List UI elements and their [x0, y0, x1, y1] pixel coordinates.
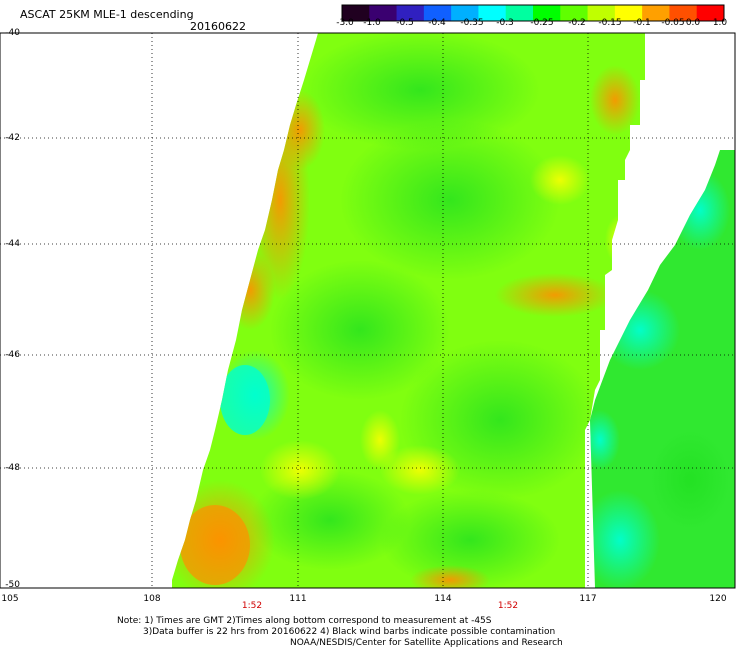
- map-title: ASCAT 25KM MLE-1 descending: [20, 8, 194, 21]
- lat-label: -46: [5, 350, 20, 360]
- lon-label: 120: [709, 594, 727, 604]
- lon-label: 108: [143, 594, 161, 604]
- colorbar-swatch: [533, 5, 561, 21]
- colorbar-label: -0.5: [396, 18, 414, 28]
- colorbar-label: -0.4: [428, 18, 446, 28]
- plot-frame: [0, 32, 736, 589]
- colorbar-swatch: [505, 5, 534, 21]
- colorbar-swatch: [587, 5, 616, 21]
- colorbar-label: -3.0: [336, 18, 354, 28]
- colorbar-label: -0.15: [598, 18, 622, 28]
- lon-label: 105: [1, 594, 19, 604]
- colorbar-swatch: [451, 5, 479, 21]
- pass-time-label: 1:52: [497, 601, 519, 611]
- lat-label: -44: [5, 239, 20, 249]
- lat-label: -42: [5, 133, 20, 143]
- colorbar: [341, 4, 725, 22]
- colorbar-swatch: [696, 5, 725, 21]
- colorbar-swatch: [342, 5, 370, 21]
- colorbar-swatch: [642, 5, 670, 21]
- colorbar-label: 1.0: [712, 18, 728, 28]
- lon-label: 117: [579, 594, 597, 604]
- colorbar-swatch: [369, 5, 398, 21]
- map-date: 20160622: [190, 20, 246, 33]
- colorbar-swatch: [478, 5, 507, 21]
- colorbar-label: 0.0: [685, 18, 701, 28]
- colorbar-swatch: [669, 5, 698, 21]
- lat-label: -40: [5, 28, 20, 38]
- colorbar-swatch: [396, 5, 425, 21]
- colorbar-swatch: [560, 5, 589, 21]
- lon-label: 114: [434, 594, 452, 604]
- pass-time-label: 1:52: [241, 601, 263, 611]
- graticule: [0, 32, 735, 588]
- colorbar-label: -1.0: [363, 18, 381, 28]
- colorbar-label: -0.25: [530, 18, 554, 28]
- colorbar-label: -0.1: [633, 18, 651, 28]
- colorbar-label: -0.2: [568, 18, 586, 28]
- colorbar-border: [341, 4, 725, 22]
- lat-label: -48: [5, 463, 20, 473]
- note-line-3: NOAA/NESDIS/Center for Satellite Applica…: [290, 638, 563, 648]
- lon-label: 111: [289, 594, 307, 604]
- colorbar-swatch: [614, 5, 643, 21]
- colorbar-swatch: [423, 5, 452, 21]
- note-line-2: 3)Data buffer is 22 hrs from 20160622 4)…: [143, 627, 556, 637]
- colorbar-label: -0.35: [460, 18, 484, 28]
- note-line-1: Note: 1) Times are GMT 2)Times along bot…: [117, 616, 492, 626]
- lat-label: -50: [5, 580, 20, 590]
- colorbar-label: -0.05: [661, 18, 685, 28]
- swath-main: [172, 33, 645, 588]
- colorbar-label: -0.3: [496, 18, 514, 28]
